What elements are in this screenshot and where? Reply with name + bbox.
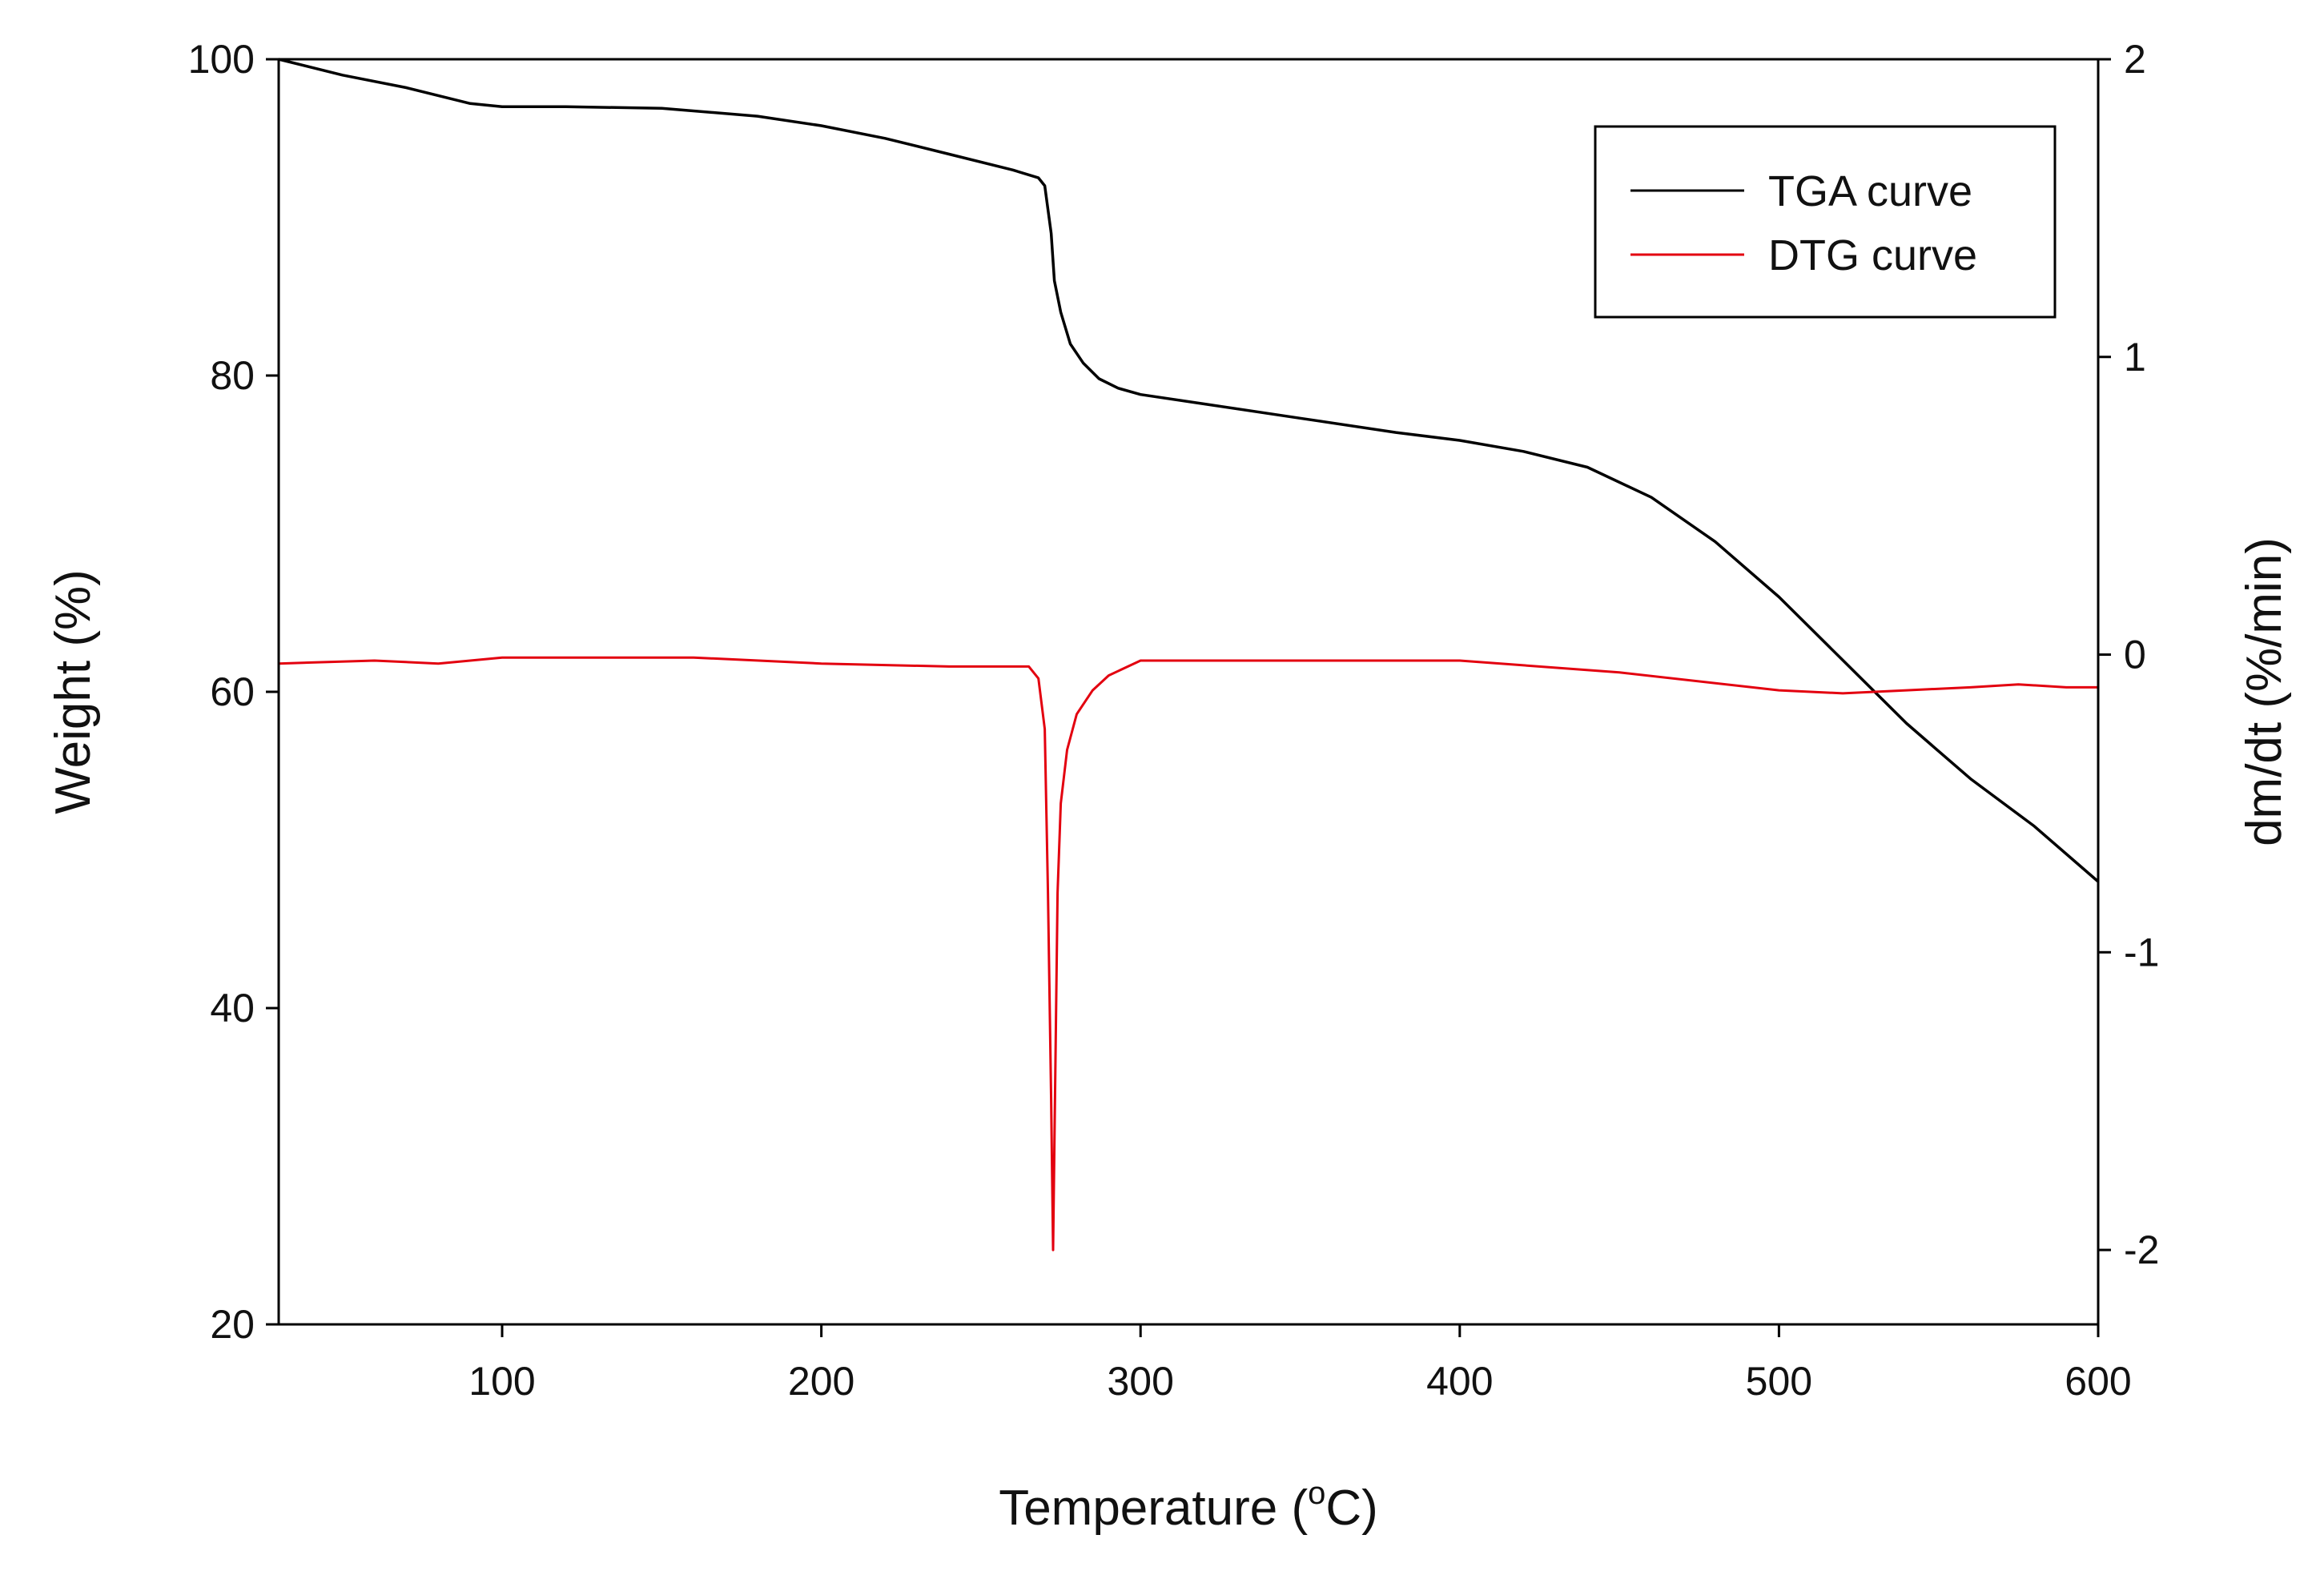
y2-tick-label: 0 <box>2124 633 2146 677</box>
left-axis-ticks: 20 40 60 80 100 <box>188 37 279 1347</box>
x-axis-title-superscript: o <box>1308 1476 1325 1511</box>
x-tick-label: 500 <box>1746 1359 1812 1404</box>
legend-label-dtg: DTG curve <box>1768 231 1977 279</box>
y2-tick-label: 1 <box>2124 335 2146 380</box>
y-tick-label: 80 <box>210 353 255 398</box>
right-axis-ticks: -2 -1 0 1 2 <box>2098 37 2159 1272</box>
y2-axis-title: dm/dt (%/min) <box>2237 537 2292 846</box>
y-tick-label: 20 <box>210 1302 255 1347</box>
curves-layer <box>278 58 2100 1252</box>
legend-box <box>1594 125 2057 319</box>
y-tick-label: 40 <box>210 986 255 1031</box>
x-tick-label: 200 <box>788 1359 854 1404</box>
series-line-dtg <box>278 656 2098 1252</box>
x-axis-title: Temperature (oC) <box>999 1476 1378 1536</box>
x-tick-label: 400 <box>1426 1359 1493 1404</box>
x-tick-label: 300 <box>1107 1359 1173 1404</box>
x-axis-title-main: Temperature ( <box>999 1481 1308 1536</box>
y-axis-title: Weight (%) <box>46 569 101 814</box>
y2-tick-label: -2 <box>2124 1227 2159 1272</box>
x-tick-label: 600 <box>2065 1359 2131 1404</box>
bottom-axis-ticks: 100 200 300 400 500 600 <box>468 1324 2132 1404</box>
series-line-tga <box>278 58 2100 883</box>
y2-tick-label: -1 <box>2124 930 2159 974</box>
x-axis-title-unit: C) <box>1325 1481 1377 1536</box>
y2-tick-label: 2 <box>2124 37 2146 82</box>
legend: TGA curve DTG curve <box>1594 125 2057 319</box>
x-tick-label: 100 <box>468 1359 535 1404</box>
legend-label-tga: TGA curve <box>1768 167 1972 215</box>
y-tick-label: 60 <box>210 669 255 714</box>
y-tick-label: 100 <box>188 37 255 82</box>
